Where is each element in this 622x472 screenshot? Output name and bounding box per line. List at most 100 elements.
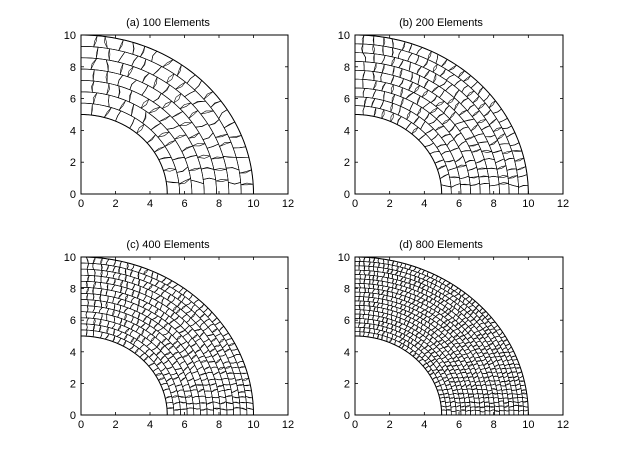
mesh-element <box>154 301 163 311</box>
mesh-element <box>396 116 412 130</box>
x-tick-label: 2 <box>112 419 118 431</box>
mesh-element <box>226 409 234 416</box>
y-tick-label: 8 <box>344 284 350 296</box>
mesh-element <box>436 319 444 327</box>
mesh-element <box>492 339 500 348</box>
mesh-element <box>178 121 200 139</box>
mesh-element <box>179 401 188 410</box>
panel-title: (a) 100 Elements <box>126 17 210 29</box>
mesh-element <box>484 158 498 170</box>
mesh-element <box>354 283 361 289</box>
mesh-element <box>469 318 478 326</box>
mesh-element <box>203 91 222 108</box>
mesh-element <box>202 177 217 195</box>
mesh-element <box>165 181 180 195</box>
mesh-element <box>449 147 464 163</box>
y-tick-label: 0 <box>344 189 350 201</box>
mesh-element <box>354 256 361 262</box>
mesh-element <box>354 265 360 271</box>
mesh-element <box>477 86 491 102</box>
mesh-element <box>200 167 216 181</box>
mesh-element <box>162 59 182 77</box>
mesh-cells <box>80 256 254 416</box>
mesh-element <box>106 301 116 311</box>
mesh-element <box>443 313 453 321</box>
mesh-element <box>464 401 471 408</box>
mesh-element <box>134 347 146 358</box>
mesh-element <box>161 100 184 118</box>
mesh-element <box>431 85 445 98</box>
y-tick-label: 10 <box>64 252 76 264</box>
x-tick-label: 0 <box>352 419 358 431</box>
mesh-element <box>80 274 90 282</box>
y-tick-label: 8 <box>70 62 76 74</box>
mesh-element <box>405 122 419 135</box>
mesh-element <box>414 348 423 356</box>
mesh-element <box>86 268 96 277</box>
mesh-element <box>423 69 437 84</box>
mesh-element <box>468 176 480 186</box>
mesh-element <box>494 410 500 416</box>
mesh-element <box>80 68 95 82</box>
y-tick-label: 2 <box>344 157 350 169</box>
mesh-element <box>449 300 457 308</box>
mesh-element <box>117 74 138 91</box>
mesh-element <box>194 79 214 100</box>
mesh-element <box>354 105 366 116</box>
y-tick-label: 6 <box>344 315 350 327</box>
mesh-element <box>160 277 173 286</box>
x-tick-label: 0 <box>78 419 84 431</box>
mesh-element <box>481 332 489 339</box>
mesh-element <box>136 123 157 144</box>
y-tick-label: 10 <box>64 30 76 42</box>
y-tick-label: 8 <box>344 62 350 74</box>
axes: 0 2 4 6 8 10 12 0 2 4 6 8 10 <box>338 30 569 210</box>
outer-boundary <box>354 34 529 195</box>
mesh-element <box>177 371 187 382</box>
mesh-element <box>80 46 99 59</box>
outer-boundary <box>354 256 529 416</box>
mesh-element <box>413 116 426 130</box>
mesh-element <box>411 126 427 141</box>
x-tick-label: 2 <box>112 198 118 210</box>
mesh-element <box>187 337 197 348</box>
mesh-element <box>443 105 456 120</box>
mesh-element <box>373 62 385 74</box>
mesh-element <box>434 125 451 139</box>
mesh-element <box>449 176 461 188</box>
mesh-element <box>483 93 496 109</box>
mesh-element <box>390 75 404 87</box>
panel-b: (b) 200 Elements 0 2 4 6 8 10 12 0 2 4 6 8 10 <box>338 17 569 210</box>
mesh-element <box>358 265 366 271</box>
mesh-element <box>359 327 366 333</box>
mesh-element <box>146 342 158 351</box>
mesh-element <box>167 355 178 366</box>
x-tick-label: 10 <box>522 198 534 210</box>
mesh-element <box>148 352 159 363</box>
mesh-element <box>80 102 93 116</box>
mesh-element <box>164 315 175 325</box>
mesh-element <box>90 58 109 72</box>
inner-boundary <box>354 114 443 195</box>
mesh-element <box>473 315 481 323</box>
mesh-element <box>119 63 134 78</box>
y-tick-label: 4 <box>70 347 76 359</box>
mesh-element <box>180 304 193 314</box>
mesh-element <box>186 407 195 416</box>
x-tick-label: 6 <box>456 419 462 431</box>
mesh-element <box>175 356 186 366</box>
mesh-element <box>167 294 176 303</box>
mesh-element <box>422 337 431 345</box>
mesh-element <box>499 410 505 416</box>
mesh-element <box>193 299 205 309</box>
mesh-element <box>182 354 194 366</box>
x-tick-label: 4 <box>147 198 153 210</box>
mesh-element <box>466 90 480 104</box>
mesh-element <box>225 167 242 185</box>
mesh-element <box>476 119 491 131</box>
y-tick-label: 2 <box>344 378 350 390</box>
mesh-element <box>199 402 208 411</box>
mesh-element <box>473 321 481 329</box>
mesh-element <box>440 58 458 72</box>
